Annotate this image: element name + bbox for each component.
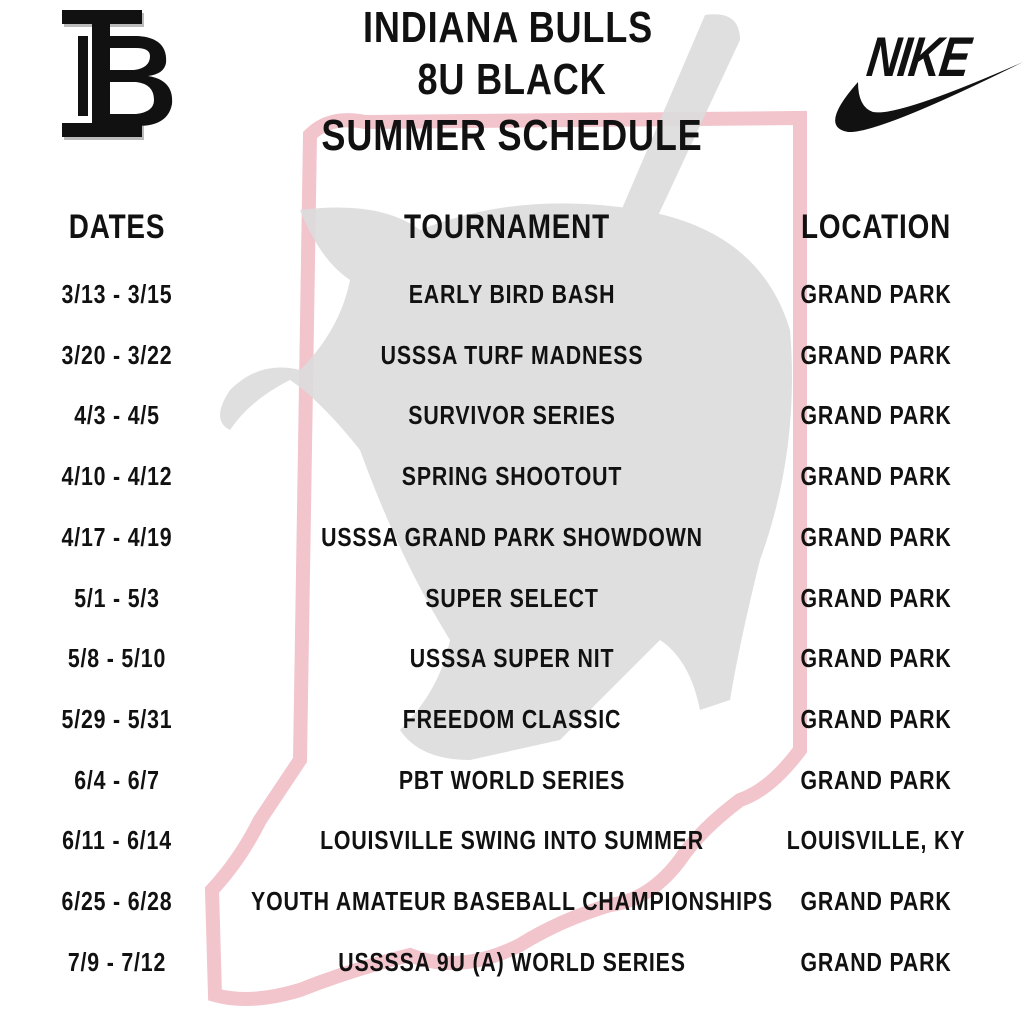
row-dates: 3/20 - 3/22 xyxy=(61,339,173,370)
row-location: GRAND PARK xyxy=(800,521,952,552)
row-tournament: USSSA TURF MADNESS xyxy=(380,339,644,370)
row-tournament: USSSA GRAND PARK SHOWDOWN xyxy=(321,521,703,552)
title-line-1: INDIANA BULLS xyxy=(363,3,653,52)
column-header-location: LOCATION xyxy=(800,208,952,246)
row-dates: 6/25 - 6/28 xyxy=(61,886,173,916)
row-location: GRAND PARK xyxy=(800,582,952,613)
row-dates: 4/17 - 4/19 xyxy=(61,521,173,552)
row-location: LOUISVILLE, KY xyxy=(786,825,966,856)
title-line-3: SUMMER SCHEDULE xyxy=(321,111,703,160)
row-dates: 6/4 - 6/7 xyxy=(74,764,160,795)
row-location: GRAND PARK xyxy=(800,339,952,370)
row-location: GRAND PARK xyxy=(800,886,952,916)
indiana-bulls-logo xyxy=(62,10,173,140)
swoosh-icon xyxy=(835,62,1023,133)
row-dates: 7/9 - 7/12 xyxy=(67,946,167,977)
row-dates: 6/11 - 6/14 xyxy=(62,825,172,856)
row-tournament: USSSSA 9U (A) WORLD SERIES xyxy=(338,946,686,977)
row-tournament: USSSA SUPER NIT xyxy=(409,643,615,674)
row-dates: 5/29 - 5/31 xyxy=(61,703,173,734)
row-dates: 5/1 - 5/3 xyxy=(74,582,160,613)
title-line-2: 8U BLACK xyxy=(417,55,607,104)
row-location: GRAND PARK xyxy=(800,461,952,492)
row-location: GRAND PARK xyxy=(800,400,952,431)
row-tournament: SURVIVOR SERIES xyxy=(408,400,616,431)
indiana-outline xyxy=(204,110,807,1006)
row-tournament: FREEDOM CLASSIC xyxy=(402,703,622,734)
row-dates: 3/13 - 3/15 xyxy=(61,279,173,309)
column-header-dates: DATES xyxy=(68,208,166,246)
row-tournament: PBT WORLD SERIES xyxy=(398,764,626,795)
row-location: GRAND PARK xyxy=(800,946,952,977)
row-tournament: YOUTH AMATEUR BASEBALL CHAMPIONSHIPS xyxy=(251,886,773,916)
row-location: GRAND PARK xyxy=(800,764,952,795)
row-tournament: SUPER SELECT xyxy=(425,582,599,613)
row-tournament: SPRING SHOOTOUT xyxy=(401,461,623,492)
row-dates: 4/10 - 4/12 xyxy=(61,461,173,492)
nike-logo: NIKE xyxy=(818,22,1024,142)
row-tournament: EARLY BIRD BASH xyxy=(408,279,616,309)
row-dates: 5/8 - 5/10 xyxy=(67,643,167,674)
column-header-tournament: TOURNAMENT xyxy=(404,208,610,246)
row-dates: 4/3 - 4/5 xyxy=(74,400,160,431)
row-tournament: LOUISVILLE SWING INTO SUMMER xyxy=(320,825,704,856)
bull-watermark xyxy=(220,14,792,761)
row-location: GRAND PARK xyxy=(800,703,952,734)
row-location: GRAND PARK xyxy=(800,279,952,309)
row-location: GRAND PARK xyxy=(800,643,952,674)
